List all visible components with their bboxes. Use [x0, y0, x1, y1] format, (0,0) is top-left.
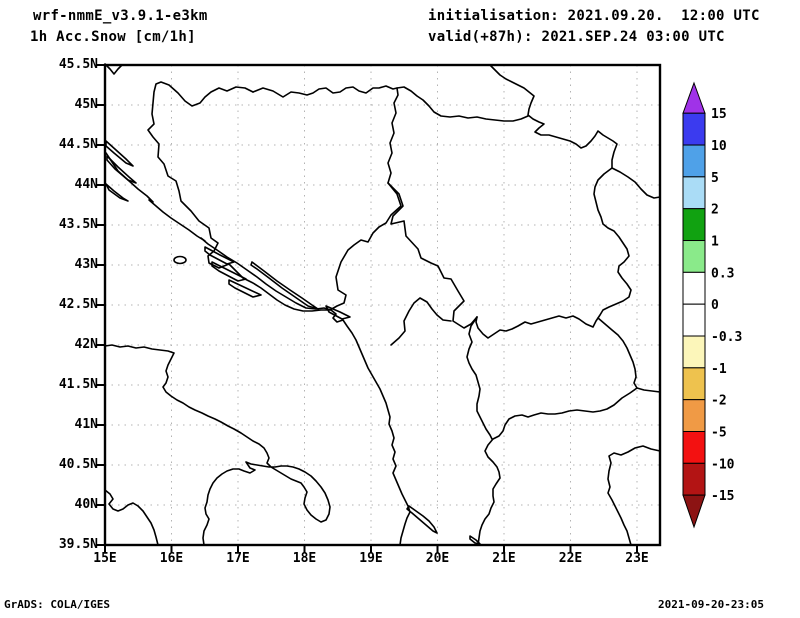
y-axis-label: 42.5N: [58, 297, 98, 312]
colorbar-tick-label: -15: [711, 489, 734, 504]
colorbar-segment: [682, 431, 706, 464]
y-axis-label: 41.5N: [58, 377, 98, 392]
x-axis-label: 18E: [292, 551, 317, 566]
colorbar-segment: [682, 335, 706, 369]
colorbar-tick-label: 10: [711, 139, 727, 154]
colorbar-segment: [682, 399, 706, 433]
colorbar-segment: [682, 144, 706, 178]
valid-label: valid(+87h): 2021.SEP.24 03:00 UTC: [428, 29, 725, 45]
creation-timestamp: 2021-09-20-23:05: [658, 598, 764, 611]
colorbar-segment: [682, 303, 706, 337]
x-axis-label: 16E: [159, 551, 184, 566]
colorbar-segment: [682, 367, 706, 401]
colorbar-tick-label: -5: [711, 426, 727, 441]
y-axis-label: 41N: [74, 417, 98, 432]
y-axis-ticks: [97, 64, 105, 546]
colorbar-segment: [682, 208, 706, 242]
y-axis-label: 43N: [74, 257, 98, 272]
colorbar-tick-label: -10: [711, 457, 735, 472]
colorbar-legend: 15 10 5 2 1 0.3 0 -0.3 -1 -2 -5 -10 -15: [682, 81, 742, 529]
colorbar-segment: [682, 176, 706, 210]
colorbar-segment: [682, 271, 706, 305]
colorbar-tick-label: -2: [711, 394, 727, 409]
y-axis-label: 42N: [74, 337, 98, 352]
colorbar-segment: [682, 112, 706, 146]
model-title: wrf-nmmE_v3.9.1-e3km: [33, 8, 208, 24]
y-axis-label: 45N: [74, 97, 98, 112]
y-axis-label: 44N: [74, 177, 98, 192]
colorbar-tick-label: -1: [711, 362, 727, 377]
x-axis-label: 21E: [492, 551, 516, 566]
colorbar-arrow-bottom: [682, 494, 706, 529]
colorbar-tick-label: -0.3: [711, 330, 742, 345]
y-axis-label: 39.5N: [58, 537, 98, 552]
colorbar-tick-label: 0.3: [711, 266, 734, 281]
initialisation-label: initialisation: 2021.09.20. 12:00 UTC: [428, 8, 760, 24]
colorbar-tick-label: 15: [711, 107, 727, 122]
coastline-borders: [104, 63, 661, 546]
colorbar-segment: [682, 240, 706, 273]
colorbar-segment: [682, 462, 706, 496]
map-frame: [103, 63, 662, 547]
y-axis-label: 40.5N: [58, 457, 98, 472]
x-axis-label: 23E: [625, 551, 649, 566]
y-axis-label: 44.5N: [58, 137, 98, 152]
colorbar-tick-label: 1: [711, 235, 719, 250]
x-axis-label: 19E: [359, 551, 383, 566]
y-axis-label: 43.5N: [58, 217, 98, 232]
graticule-horizontal: [105, 104, 660, 506]
grads-credit: GrADS: COLA/IGES: [4, 598, 110, 611]
x-axis-label: 17E: [226, 551, 250, 566]
variable-title: 1h Acc.Snow [cm/1h]: [30, 29, 196, 45]
x-axis-label: 20E: [425, 551, 450, 566]
x-axis-label: 15E: [93, 551, 117, 566]
y-axis-label: 40N: [74, 497, 98, 512]
colorbar-tick-label: 5: [711, 171, 719, 186]
colorbar-tick-label: 0: [711, 298, 719, 313]
x-axis-label: 22E: [558, 551, 583, 566]
colorbar-arrow-top: [682, 81, 706, 114]
colorbar-tick-label: 2: [711, 203, 719, 218]
y-axis-label: 45.5N: [58, 57, 98, 72]
x-axis-ticks: [104, 545, 638, 553]
